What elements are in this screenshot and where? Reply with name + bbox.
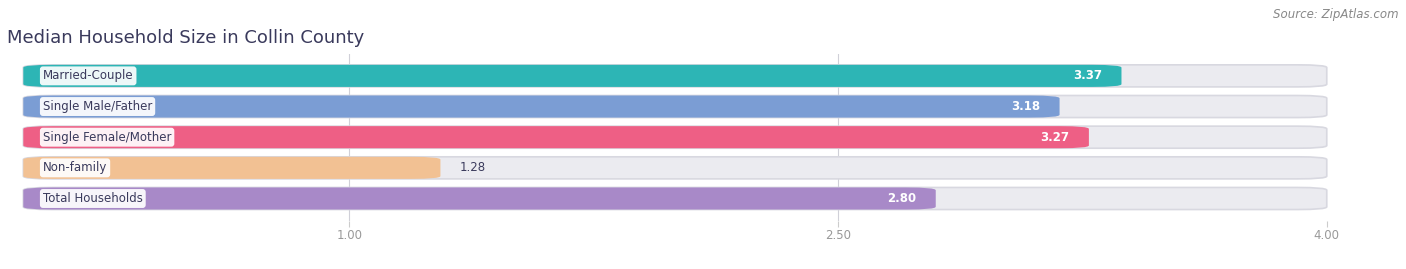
Text: 2.80: 2.80 xyxy=(887,192,917,205)
FancyBboxPatch shape xyxy=(24,187,936,210)
Text: 1.28: 1.28 xyxy=(460,161,486,174)
FancyBboxPatch shape xyxy=(24,65,1327,87)
FancyBboxPatch shape xyxy=(24,95,1327,118)
Text: 3.18: 3.18 xyxy=(1011,100,1040,113)
Text: Married-Couple: Married-Couple xyxy=(42,69,134,82)
FancyBboxPatch shape xyxy=(24,157,440,179)
FancyBboxPatch shape xyxy=(24,65,1122,87)
Text: Median Household Size in Collin County: Median Household Size in Collin County xyxy=(7,29,364,47)
Text: Single Female/Mother: Single Female/Mother xyxy=(42,131,172,144)
Text: Total Households: Total Households xyxy=(42,192,143,205)
Text: Source: ZipAtlas.com: Source: ZipAtlas.com xyxy=(1274,8,1399,21)
FancyBboxPatch shape xyxy=(24,126,1088,148)
FancyBboxPatch shape xyxy=(24,126,1327,148)
Text: Non-family: Non-family xyxy=(42,161,107,174)
FancyBboxPatch shape xyxy=(24,95,1060,118)
Text: 3.37: 3.37 xyxy=(1073,69,1102,82)
Text: 3.27: 3.27 xyxy=(1040,131,1070,144)
Text: Single Male/Father: Single Male/Father xyxy=(42,100,152,113)
FancyBboxPatch shape xyxy=(24,187,1327,210)
FancyBboxPatch shape xyxy=(24,157,1327,179)
